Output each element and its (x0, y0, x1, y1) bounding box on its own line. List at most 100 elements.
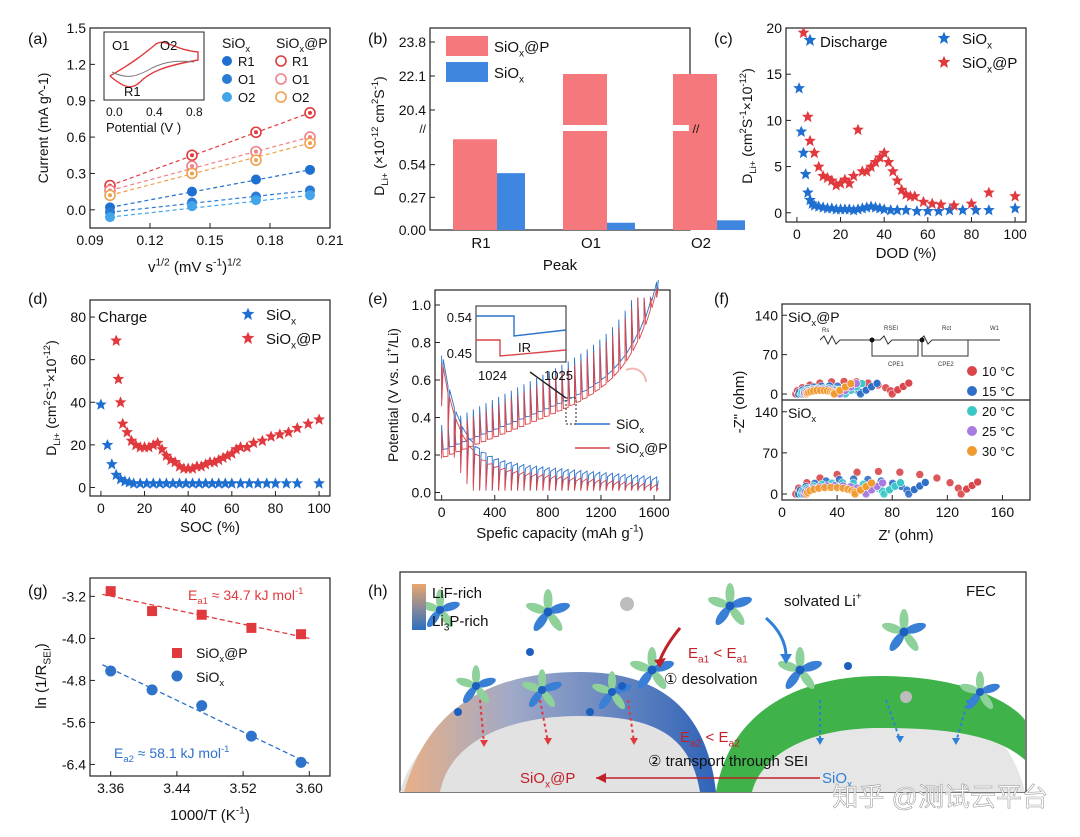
point-SiOx (95, 398, 107, 410)
arrow-head (630, 738, 638, 745)
y-tick-label: 20 (70, 437, 86, 453)
arrow-head (596, 773, 606, 783)
legend-label: R1 (238, 54, 255, 69)
point-dot (190, 164, 194, 169)
solvent-molecule (730, 596, 752, 608)
panel-e-gitt-curves: (e) 0 400 800 1200 1600 0.0 0.2 0.4 0.6 0.8 1.0 Spef… (368, 279, 671, 542)
legend-marker (967, 406, 977, 416)
legend-label: 15 °C (982, 384, 1015, 399)
legend-marker (275, 55, 287, 67)
legend-label: SiOx​@P (266, 331, 321, 352)
plot-frame (89, 299, 331, 497)
y-tick-label: 80 (70, 309, 86, 325)
subplot-label: SiOx​@P (788, 309, 840, 329)
inset-label: O2 (160, 38, 177, 53)
y-tick-label: 0.2 (412, 447, 432, 463)
point-dot (254, 130, 258, 135)
legend-label: O2 (292, 90, 309, 105)
legend-marker (275, 73, 287, 85)
x-tick-label: 3.44 (163, 780, 190, 796)
charge-curve-SiOx@P (441, 287, 659, 459)
eis-point-15 °C (920, 478, 930, 487)
solvent-molecule (651, 670, 667, 689)
solvent-molecule (541, 690, 556, 708)
circuit-node (869, 337, 875, 343)
y-tick-label: 0 (770, 386, 778, 402)
panel-label: (b) (368, 31, 388, 48)
legend-marker (222, 74, 232, 84)
panel-a-cv-peak-current: (a) 0.09 0.12 0.15 0.18 0.21 0.0 0.3 0.6 0.9 1.2 1.… (28, 20, 344, 276)
legend-marker (937, 31, 951, 44)
bar-SiOx (607, 222, 635, 230)
x-tick-label: 1200 (585, 504, 616, 520)
desolvation-arrow (658, 627, 682, 661)
solvent-molecule (611, 692, 626, 710)
point-SiOx (245, 730, 257, 742)
li-ion (975, 687, 985, 697)
x-tick-label: 3.36 (97, 780, 124, 796)
point-SiOx@P (804, 134, 816, 147)
solvated-li-cluster (456, 665, 496, 704)
solvent-molecule (889, 632, 905, 651)
circuit-label: CPE2 (938, 362, 954, 368)
y-tick-label: 1.2 (67, 56, 87, 72)
point-SiOx-O2 (251, 195, 261, 206)
legend-label: SiOx​@P (196, 645, 248, 665)
point-SiOx@P (246, 622, 257, 633)
legend-label: 20 °C (982, 404, 1015, 419)
plot-frame (434, 289, 671, 501)
zoom-arrow (529, 371, 567, 399)
x-axis-label: DOD (%) (876, 245, 937, 262)
x-tick-label: 3.60 (296, 780, 323, 796)
circuit-label: Rs (822, 328, 829, 334)
panel-label: (d) (28, 291, 48, 308)
y-tick-label: 0.6 (412, 372, 432, 388)
solvent-molecule (980, 683, 1000, 694)
panel-b-diffusion-bars: (b) 0.00 0.27 0.54 20.4 22.1 23.8 R1 O1 O2 // // Pea… (368, 27, 745, 274)
plot-frame (89, 577, 331, 777)
x-tick-label: 0 (778, 504, 786, 520)
x-tick-label: O2 (691, 235, 711, 252)
discharge-curve-SiOx@P (441, 363, 659, 493)
li-ion (471, 681, 481, 691)
solvent-molecule (715, 606, 731, 625)
point-SiOx (105, 665, 117, 677)
inset-tick-label: 1024 (478, 368, 507, 383)
x-tick-label: 80 (884, 504, 900, 520)
eis-point-10 °C (874, 467, 883, 476)
point-SiOx@P (110, 334, 123, 347)
legend-marker (222, 56, 232, 66)
activation-energy-label: Ea2​ ≈ 58.1 kJ mol-1​ (114, 744, 229, 765)
point-SiOx@P (917, 195, 930, 208)
point-SiOx-R1 (251, 174, 261, 185)
solvent-molecule (543, 589, 553, 611)
arrow-head (654, 658, 666, 668)
fit-line (109, 169, 311, 208)
y-tick-label: -3.2 (62, 588, 86, 604)
legend-marker (171, 670, 183, 682)
panel-label: (f) (714, 291, 729, 308)
legend-gradient (412, 584, 426, 630)
point-SiOx-O2 (305, 190, 315, 201)
solvent-molecule (725, 583, 735, 605)
point-dot (308, 110, 312, 115)
legend-label: 25 °C (982, 424, 1015, 439)
legend-header: SiOx​@P (276, 35, 328, 55)
solvent-molecule (637, 670, 653, 689)
point-SiOx (243, 477, 256, 489)
y-tick-label: 1.5 (67, 20, 87, 36)
y-tick-label: 0.8 (412, 335, 432, 351)
point-SiOx@P (983, 186, 995, 198)
point-SiOx (252, 477, 264, 489)
y-tick-label: 0.6 (67, 129, 87, 145)
solvent-molecule (960, 683, 980, 694)
legend-label: R1 (292, 54, 309, 69)
inset-label: O1 (112, 38, 129, 53)
li-ion (725, 601, 735, 611)
solvent-molecule (899, 609, 909, 631)
solvent-molecule (652, 660, 674, 672)
step-label: ① desolvation (664, 671, 758, 688)
point-dot (108, 193, 112, 198)
y-tick-label: 70 (762, 347, 778, 363)
x-tick-label: 0 (793, 226, 801, 242)
